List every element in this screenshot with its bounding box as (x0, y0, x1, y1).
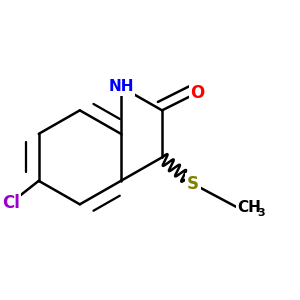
Text: NH: NH (108, 80, 134, 94)
Text: 3: 3 (257, 208, 265, 218)
Text: S: S (187, 175, 199, 193)
Text: CH: CH (237, 200, 261, 215)
Text: Cl: Cl (2, 194, 20, 212)
Text: O: O (190, 84, 204, 102)
